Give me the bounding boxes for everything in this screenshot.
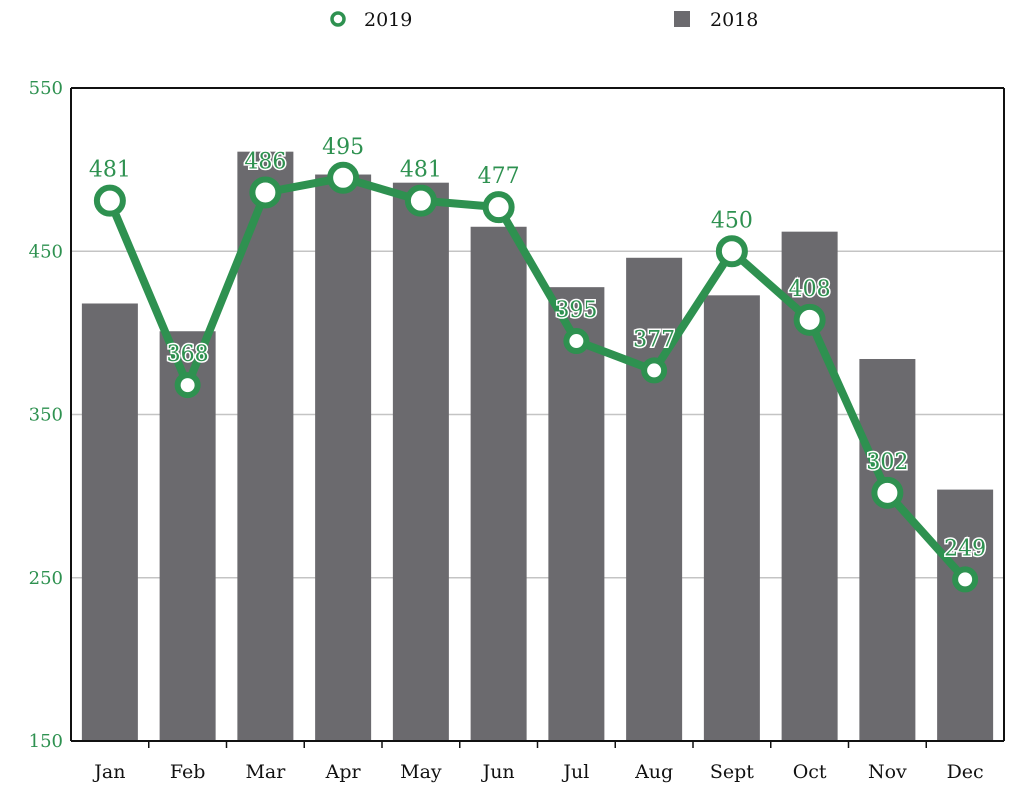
line-2019 (105, 173, 970, 584)
bar-2018 (159, 331, 216, 741)
x-tick-label: May (400, 761, 442, 783)
data-label-2019: 368 (167, 342, 209, 367)
bar-2018 (937, 489, 994, 741)
x-tick-label: Jul (561, 761, 589, 783)
y-tick-label: 550 (29, 78, 63, 99)
y-tick-label: 150 (29, 731, 63, 752)
data-label-2019: 302 (866, 450, 908, 475)
bar-2018 (315, 174, 372, 741)
y-tick-label: 350 (29, 405, 63, 426)
y-tick-label: 250 (29, 568, 63, 589)
x-tick-label: Dec (947, 761, 984, 783)
bar-2018 (392, 182, 449, 741)
x-tick-label: Mar (245, 761, 286, 783)
x-tick-label: Sept (710, 761, 754, 783)
data-label-2019: 481 (89, 158, 131, 183)
point-2019 (327, 161, 360, 194)
bar-2018 (703, 295, 760, 741)
point-2019 (93, 184, 126, 217)
data-label-2019: 395 (555, 298, 597, 323)
data-label-2019: 408 (789, 277, 831, 302)
data-label-2019: 481 (400, 158, 442, 183)
point-2019 (793, 303, 826, 336)
x-tick-label: Aug (634, 761, 673, 783)
bar-2018 (237, 151, 294, 742)
bar-2018 (859, 358, 916, 741)
data-label-2019: 377 (633, 327, 675, 352)
legend-label-2019: 2019 (364, 9, 412, 31)
data-label-2019: 486 (244, 149, 286, 174)
point-2019 (404, 184, 437, 217)
point-2019 (871, 476, 904, 509)
x-tick-label: Oct (793, 761, 827, 783)
legend-label-2018: 2018 (710, 9, 758, 31)
x-tick-label: Jun (481, 761, 515, 783)
x-tick-label: Apr (325, 761, 362, 783)
point-2019 (482, 191, 515, 224)
bar-2018 (81, 303, 138, 741)
bar-2018 (470, 226, 527, 741)
data-label-2019: 495 (322, 135, 364, 160)
point-2019 (715, 235, 748, 268)
legend-marker-2019 (330, 11, 346, 27)
point-2019 (174, 372, 201, 399)
data-label-2019: 477 (478, 164, 520, 189)
data-label-2019: 450 (711, 208, 753, 233)
bar-2018 (548, 287, 605, 741)
legend-marker-2018 (674, 11, 690, 27)
x-tick-label: Nov (868, 761, 907, 783)
point-2019 (952, 566, 979, 593)
point-2019 (563, 328, 590, 355)
y-tick-label: 450 (29, 241, 63, 262)
data-label-2019: 249 (944, 536, 986, 561)
point-2019 (249, 176, 282, 209)
point-2019 (641, 357, 668, 384)
x-tick-label: Feb (170, 761, 206, 783)
x-tick-label: Jan (92, 761, 125, 783)
